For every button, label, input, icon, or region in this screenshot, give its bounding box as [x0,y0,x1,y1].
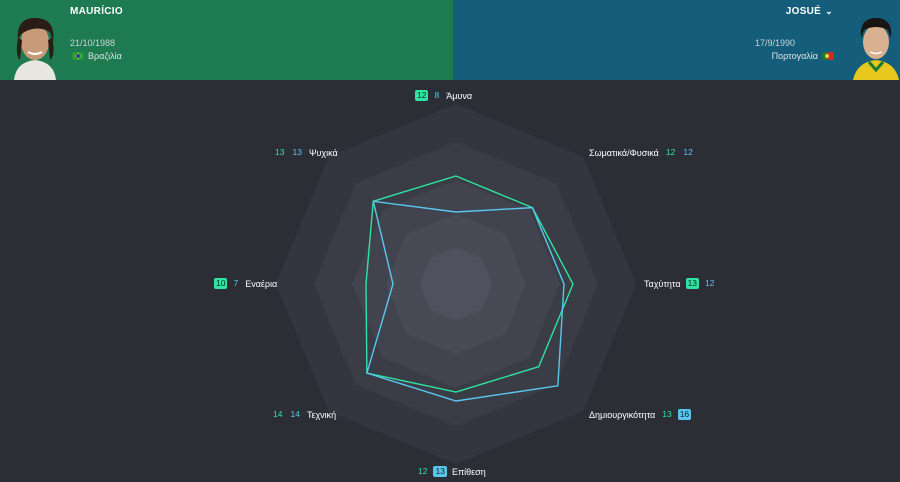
comparison-header: MAURÍCIO 21/10/1988 Βραζιλία JOSUÉ ⌄ 17/9… [0,0,900,80]
radar-axis-label: 13 13 Ψυχικά [271,147,341,158]
player-left-avatar [6,10,64,80]
left-value: 12 [665,147,676,157]
player-right-nation: Πορτογαλία [772,51,834,61]
player-right-name-button[interactable]: JOSUÉ ⌄ [786,6,833,17]
right-value: 16 [677,409,692,420]
radar-axis-label: 12 8 Άμυνα [413,90,475,101]
portugal-flag-icon [822,52,834,60]
left-value: 12 [418,466,428,476]
radar-axis-label: 14 14 Τεχνική [269,409,339,420]
chevron-down-icon[interactable]: ⌄ [825,6,833,16]
radar-series-left [365,175,574,393]
player-right-dob: 17/9/1990 [754,38,795,48]
left-value: 12 [415,90,429,101]
left-value: 14 [273,409,283,419]
radar-axis-label: Ταχύτητα 13 12 [641,278,719,289]
player-left-nation: Βραζιλία [72,51,122,61]
axis-label: Ψυχικά [308,147,338,158]
player-right-avatar [847,10,900,80]
axis-label: Ταχύτητα [644,278,681,289]
left-value: 13 [275,147,285,157]
player-left-nation-label: Βραζιλία [88,51,122,61]
right-value: 12 [683,147,693,157]
radar-axis-label: Δημιουργικότητα 13 16 [586,409,693,420]
right-value: 14 [290,409,300,419]
axis-label: Εναέρια [245,278,278,289]
left-value: 13 [662,409,672,419]
right-value: 8 [434,90,440,100]
attribute-radar-chart [276,104,636,464]
right-value: 13 [292,147,302,157]
radar-axis-label: 12 13 Επίθεση [414,466,489,477]
right-value: 13 [433,466,447,477]
player-right-panel[interactable]: JOSUÉ ⌄ 17/9/1990 Πορτογαλία [453,0,900,80]
radar-axis-label: Σωματικά/Φυσικά 12 12 [586,147,697,158]
left-value: 13 [685,278,700,289]
player-left-dob: 21/10/1988 [70,38,116,48]
axis-label: Σωματικά/Φυσικά [589,147,659,158]
radar-axis-label: 10 7 Εναέρια [212,278,280,289]
brazil-flag-icon [72,52,84,60]
axis-label: Τεχνική [306,409,337,420]
player-right-nation-label: Πορτογαλία [771,51,818,61]
player-left-name: MAURÍCIO [70,6,123,17]
right-value: 12 [705,278,715,288]
radar-series-right [366,200,565,402]
axis-label: Επίθεση [451,466,486,477]
left-value: 10 [214,278,228,289]
player-left-panel[interactable]: MAURÍCIO 21/10/1988 Βραζιλία [0,0,453,80]
player-right-name: JOSUÉ [785,6,822,17]
radar-ring-5 [420,248,492,320]
axis-label: Άμυνα [446,90,473,101]
axis-label: Δημιουργικότητα [589,409,656,420]
right-value: 7 [233,278,239,288]
